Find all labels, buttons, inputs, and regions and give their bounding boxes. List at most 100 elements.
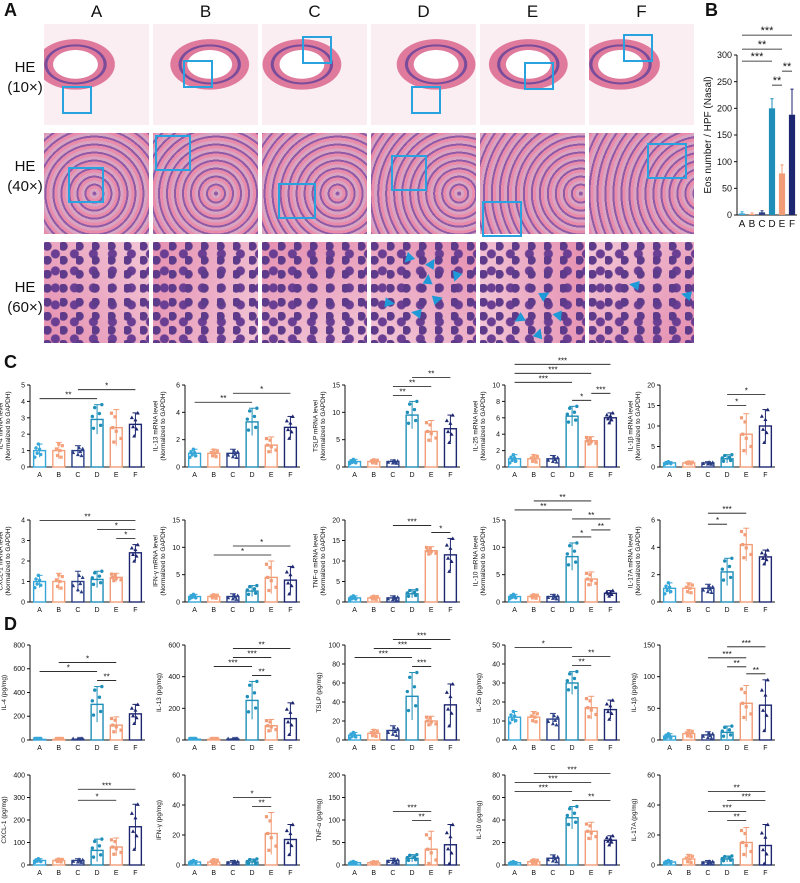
data-point <box>529 594 533 598</box>
significance-label: *** <box>539 784 548 793</box>
data-point <box>33 585 37 590</box>
bar-chart-d6: 0 100 200 300 400 CXCL-1 (pg/mg) A B C D E F **** <box>1 772 145 877</box>
data-point <box>274 844 278 848</box>
y-axis-label-line: IL-1β (pg/mg) <box>631 673 638 712</box>
data-point <box>759 550 764 555</box>
data-point <box>132 433 137 438</box>
x-tick-label: E <box>114 745 119 752</box>
data-point <box>555 593 560 598</box>
data-point <box>572 549 577 553</box>
data-point <box>79 860 84 864</box>
y-tick-label: 60 <box>172 772 180 779</box>
data-point <box>568 406 572 410</box>
column-label-a: A <box>90 2 103 21</box>
x-tick-label: F <box>288 745 292 752</box>
data-point <box>586 439 590 443</box>
data-point <box>268 720 272 724</box>
data-point <box>268 565 272 570</box>
data-point <box>78 581 83 586</box>
data-point <box>530 719 535 723</box>
data-point <box>226 736 231 741</box>
bar <box>424 550 438 603</box>
data-point <box>71 450 76 455</box>
data-point <box>266 575 270 579</box>
data-point <box>588 699 592 703</box>
data-point <box>689 591 693 595</box>
y-tick-label: 6 <box>176 382 180 389</box>
x-tick-label: D <box>410 745 415 752</box>
x-tick-label: D <box>725 472 730 479</box>
data-point <box>427 438 431 442</box>
data-point <box>565 813 570 818</box>
x-tick-label: A <box>667 472 672 479</box>
data-point <box>80 857 85 862</box>
row-label-magnification: (60×) <box>7 299 43 316</box>
highlight-box <box>482 201 522 237</box>
x-tick-label: A <box>37 745 42 752</box>
x-tick-label: A <box>192 870 197 877</box>
significance-label: * <box>580 529 583 538</box>
data-point <box>761 556 766 560</box>
y-tick-label: 0 <box>21 464 25 471</box>
y-tick-label: 20 <box>492 840 500 847</box>
x-tick-label: B <box>686 607 691 614</box>
data-point <box>444 690 449 694</box>
data-point <box>588 824 592 828</box>
data-point <box>741 543 745 547</box>
data-point <box>730 556 734 560</box>
data-point <box>446 707 451 711</box>
y-axis-label: Eos number / HPF (Nasal) <box>703 76 714 193</box>
data-point <box>554 460 559 464</box>
data-point <box>286 719 291 724</box>
data-point <box>97 844 102 848</box>
data-point <box>405 689 410 694</box>
data-point <box>413 704 418 708</box>
data-point <box>60 444 64 448</box>
data-point <box>190 453 194 457</box>
data-point <box>509 713 513 717</box>
x-tick-label: F <box>288 870 292 877</box>
y-tick-label: 2 <box>496 448 500 455</box>
data-point <box>749 444 753 449</box>
data-point <box>113 718 117 722</box>
data-point <box>426 549 430 553</box>
y-axis-label-line: (Normalized to GAPDH) <box>635 526 642 595</box>
data-point <box>97 574 102 578</box>
data-point <box>413 593 418 598</box>
data-point <box>215 449 219 453</box>
data-point <box>255 679 259 684</box>
significance-label: * <box>124 531 127 540</box>
y-axis-label: IL-17A (pg/mg) <box>631 799 638 842</box>
data-point <box>730 453 734 457</box>
significance-label: ** <box>259 799 265 808</box>
data-point <box>129 545 134 550</box>
data-point <box>264 562 269 566</box>
histology-image <box>589 133 694 234</box>
y-axis-label: TSLP (pg/mg) <box>316 672 323 712</box>
data-point <box>91 426 96 430</box>
y-axis-label: IL-1β mRNA level(Normalized to GAPDH) <box>628 391 643 460</box>
data-point <box>741 840 745 845</box>
data-point <box>264 436 269 441</box>
x-tick-label: C <box>75 870 80 877</box>
significance-label: *** <box>417 632 426 641</box>
data-point <box>405 591 410 595</box>
data-point <box>55 584 60 589</box>
data-point <box>374 597 378 602</box>
significance-label: * <box>745 387 748 396</box>
x-tick-label: E <box>744 607 749 614</box>
data-point <box>80 446 85 451</box>
y-tick-label: 60 <box>492 795 500 802</box>
bar-chart-c10: 0 2 4 6 IL-17A mRNA level(Normalized to GAPD… <box>628 505 775 614</box>
data-point <box>214 596 218 600</box>
data-point <box>33 455 37 459</box>
data-point <box>743 420 747 424</box>
y-tick-label: 3 <box>21 538 25 545</box>
significance-label: * <box>260 538 263 547</box>
data-point <box>412 590 417 594</box>
data-point <box>60 574 64 579</box>
y-tick-label: 0 <box>727 210 732 220</box>
significance-label: ** <box>409 378 415 387</box>
data-point <box>446 429 451 434</box>
bar-chart-c6: 0 1 2 3 4 CXCL-1 mRNA level(Normalized to GAP… <box>0 513 145 614</box>
